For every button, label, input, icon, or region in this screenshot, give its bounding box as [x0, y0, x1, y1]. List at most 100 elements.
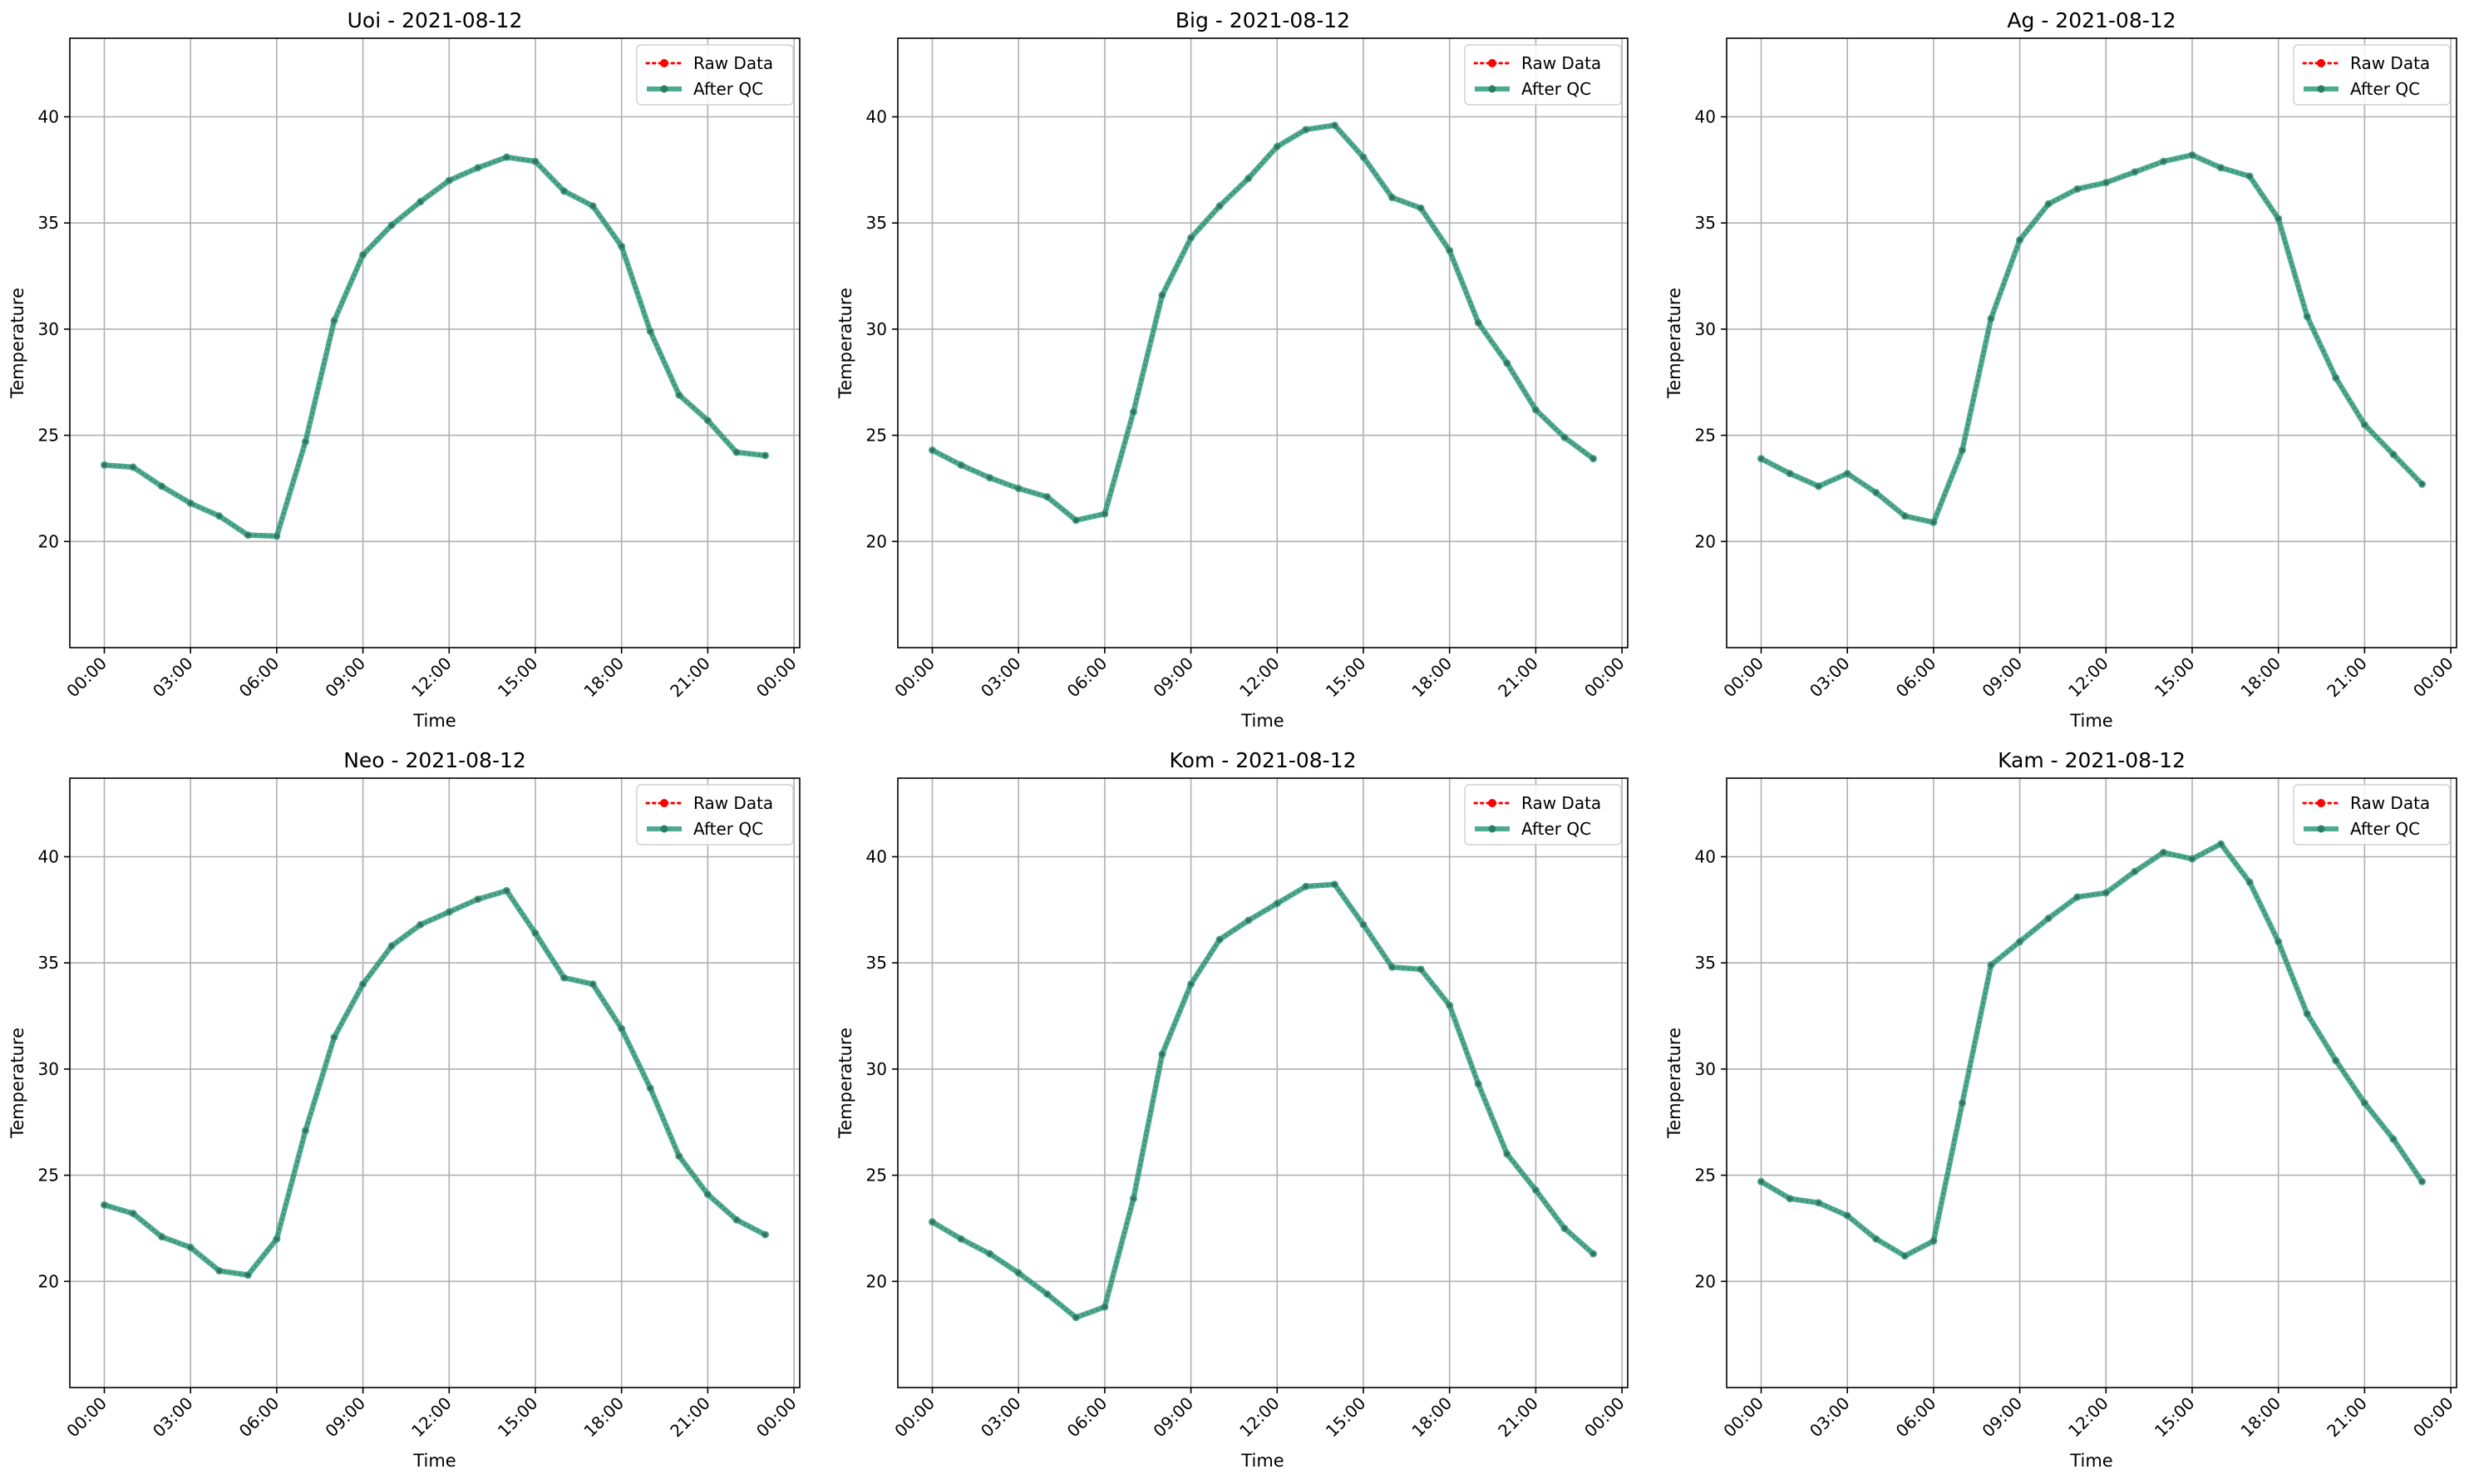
y-tick-label: 25	[866, 426, 887, 446]
data-point-raw-data	[1045, 495, 1050, 500]
x-axis-label: Time	[2069, 1451, 2112, 1471]
x-tick-label: 03:00	[977, 653, 1025, 702]
legend-marker-after-qc	[1488, 825, 1496, 833]
data-point-raw-data	[2419, 481, 2425, 486]
x-tick-label: 12:00	[1235, 1393, 1284, 1442]
data-point-raw-data	[2419, 1179, 2425, 1184]
series-line-after-qc	[1758, 152, 2425, 525]
subplot-title: Uoi - 2021-08-12	[347, 8, 523, 32]
subplot-title: Kom - 2021-08-12	[1170, 748, 1357, 772]
data-point-raw-data	[988, 1251, 993, 1256]
series-line-after-qc	[929, 122, 1596, 524]
data-point-raw-data	[619, 1026, 624, 1031]
data-point-raw-data	[1045, 1292, 1050, 1297]
data-point-raw-data	[332, 318, 337, 323]
x-tick-label: 15:00	[2151, 1393, 2199, 1442]
data-point-raw-data	[389, 223, 394, 228]
x-tick-label: 09:00	[1149, 653, 1197, 702]
legend-marker-after-qc	[1488, 85, 1496, 93]
data-point-raw-data	[677, 392, 682, 397]
x-axis-label: Time	[2069, 711, 2112, 731]
data-point-raw-data	[1902, 514, 1907, 519]
data-point-raw-data	[1447, 1003, 1452, 1008]
legend-marker-after-qc	[660, 85, 668, 93]
data-point-raw-data	[2218, 841, 2224, 846]
x-tick-label: 00:00	[62, 1393, 111, 1442]
data-point-raw-data	[1418, 967, 1423, 972]
y-tick-label: 25	[1695, 1166, 1716, 1186]
data-point-raw-data	[2190, 856, 2195, 861]
x-tick-label: 03:00	[1806, 653, 1854, 702]
data-point-raw-data	[1590, 1251, 1596, 1256]
y-tick-label: 40	[1695, 106, 1716, 126]
data-point-raw-data	[131, 1210, 136, 1216]
y-tick-label: 35	[38, 213, 59, 233]
x-tick-label: 12:00	[2064, 653, 2112, 702]
x-tick-label: 00:00	[2409, 1393, 2457, 1442]
data-point-raw-data	[303, 439, 308, 444]
data-point-raw-data	[959, 462, 964, 467]
data-point-raw-data	[2247, 174, 2252, 179]
data-point-raw-data	[1131, 1196, 1136, 1201]
data-point-raw-data	[561, 975, 567, 980]
data-point-raw-data	[2304, 313, 2309, 319]
data-point-raw-data	[1931, 1239, 1936, 1244]
x-tick-label: 00:00	[752, 1393, 801, 1442]
data-point-raw-data	[245, 1273, 250, 1278]
data-point-raw-data	[360, 982, 366, 987]
data-point-raw-data	[1389, 964, 1395, 969]
x-tick-label: 00:00	[62, 653, 111, 702]
data-point-raw-data	[619, 244, 624, 249]
legend-marker-raw-data	[2317, 799, 2325, 807]
plot-frame	[897, 777, 1629, 1388]
legend-label-after-qc: After QC	[693, 79, 763, 99]
data-point-raw-data	[2046, 201, 2051, 206]
x-tick-label: 09:00	[321, 653, 369, 702]
series-line-raw-data	[931, 883, 1594, 1319]
data-point-raw-data	[2304, 1011, 2309, 1017]
x-tick-label: 00:00	[1719, 1393, 1767, 1442]
x-tick-label: 09:00	[321, 1393, 369, 1442]
x-tick-label: 00:00	[890, 1393, 939, 1442]
data-point-raw-data	[476, 165, 481, 170]
data-point-raw-data	[590, 204, 595, 209]
data-point-raw-data	[1274, 144, 1279, 149]
x-tick-label: 00:00	[752, 653, 801, 702]
plot-frame	[897, 37, 1629, 648]
data-point-raw-data	[705, 1191, 710, 1197]
data-point-raw-data	[1505, 1151, 1510, 1156]
legend: Raw Data After QC	[636, 784, 794, 846]
x-tick-label: 00:00	[1719, 653, 1767, 702]
data-point-raw-data	[1073, 518, 1078, 523]
subplot: 00:00 03:00 06:00 09:00 12:00 15:00 18:00 21:00…	[1664, 8, 2457, 731]
x-tick-label: 00:00	[1580, 1393, 1629, 1442]
data-point-raw-data	[533, 930, 538, 936]
data-point-raw-data	[1505, 361, 1510, 366]
data-point-raw-data	[762, 1232, 768, 1237]
legend-label-after-qc: After QC	[693, 819, 763, 839]
data-point-raw-data	[1989, 316, 1994, 321]
x-tick-label: 12:00	[407, 653, 456, 702]
data-point-raw-data	[2276, 939, 2281, 944]
data-point-raw-data	[1845, 471, 1850, 476]
y-tick-label: 40	[866, 106, 887, 126]
data-point-raw-data	[1160, 1052, 1165, 1057]
data-point-raw-data	[533, 159, 538, 164]
data-point-raw-data	[1389, 195, 1395, 200]
legend-marker-raw-data	[660, 799, 668, 807]
x-tick-label: 15:00	[1322, 1393, 1370, 1442]
data-point-raw-data	[734, 1217, 739, 1222]
x-tick-label: 21:00	[1494, 1393, 1542, 1442]
y-tick-label: 40	[866, 846, 887, 866]
data-point-raw-data	[2334, 376, 2339, 381]
data-point-raw-data	[1016, 1270, 1021, 1275]
y-tick-label: 40	[38, 846, 59, 866]
x-tick-label: 00:00	[1580, 653, 1629, 702]
data-point-raw-data	[734, 450, 739, 455]
data-point-raw-data	[2075, 895, 2080, 900]
x-tick-label: 18:00	[2236, 653, 2284, 702]
y-tick-label: 40	[38, 106, 59, 126]
data-point-raw-data	[1758, 1179, 1764, 1184]
data-point-raw-data	[274, 1236, 279, 1241]
x-tick-label: 21:00	[1494, 653, 1542, 702]
